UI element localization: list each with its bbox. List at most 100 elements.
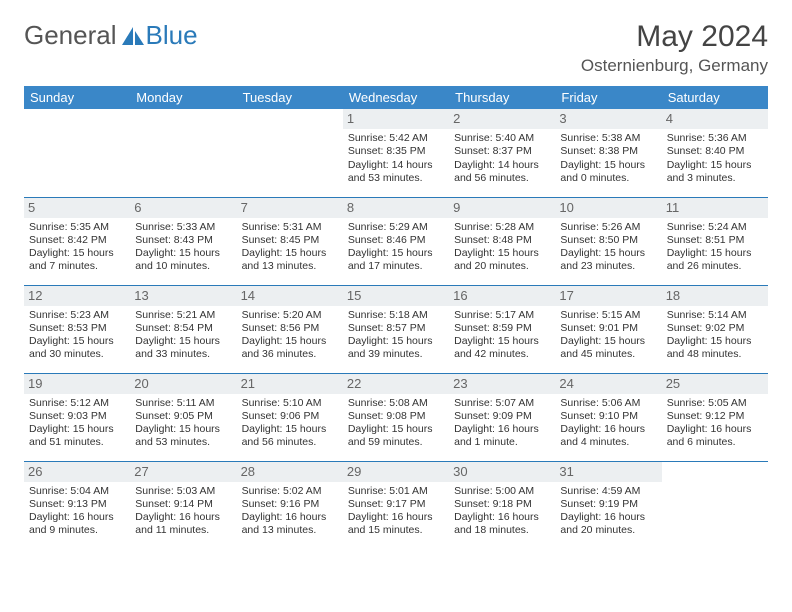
sunset-text: Sunset: 9:18 PM [454, 498, 550, 511]
day-details: Sunrise: 5:14 AMSunset: 9:02 PMDaylight:… [667, 308, 763, 362]
day-details: Sunrise: 5:12 AMSunset: 9:03 PMDaylight:… [29, 396, 125, 450]
calendar-day-cell: 6Sunrise: 5:33 AMSunset: 8:43 PMDaylight… [130, 197, 236, 285]
day-details: Sunrise: 5:04 AMSunset: 9:13 PMDaylight:… [29, 484, 125, 538]
logo-sail-icon [122, 27, 144, 45]
sunset-text: Sunset: 9:10 PM [560, 410, 656, 423]
day-number: 4 [662, 109, 768, 129]
sunrise-text: Sunrise: 5:07 AM [454, 397, 550, 410]
sunset-text: Sunset: 8:57 PM [348, 322, 444, 335]
sunset-text: Sunset: 9:03 PM [29, 410, 125, 423]
day-number: 26 [24, 462, 130, 482]
day-number: 25 [662, 374, 768, 394]
calendar-day-cell: 8Sunrise: 5:29 AMSunset: 8:46 PMDaylight… [343, 197, 449, 285]
day-number: 16 [449, 286, 555, 306]
sunrise-text: Sunrise: 5:21 AM [135, 309, 231, 322]
calendar-day-cell: 3Sunrise: 5:38 AMSunset: 8:38 PMDaylight… [555, 109, 661, 197]
calendar-day-cell: 4Sunrise: 5:36 AMSunset: 8:40 PMDaylight… [662, 109, 768, 197]
sunrise-text: Sunrise: 5:00 AM [454, 485, 550, 498]
sunrise-text: Sunrise: 5:29 AM [348, 221, 444, 234]
calendar-day-cell: 11Sunrise: 5:24 AMSunset: 8:51 PMDayligh… [662, 197, 768, 285]
calendar-day-cell: 2Sunrise: 5:40 AMSunset: 8:37 PMDaylight… [449, 109, 555, 197]
daylight-text: Daylight: 16 hours and 4 minutes. [560, 423, 656, 449]
calendar-day-cell: 31Sunrise: 4:59 AMSunset: 9:19 PMDayligh… [555, 461, 661, 549]
day-number: 1 [343, 109, 449, 129]
day-details: Sunrise: 5:15 AMSunset: 9:01 PMDaylight:… [560, 308, 656, 362]
calendar-week-row: 19Sunrise: 5:12 AMSunset: 9:03 PMDayligh… [24, 373, 768, 461]
sunset-text: Sunset: 9:13 PM [29, 498, 125, 511]
calendar-table: Sunday Monday Tuesday Wednesday Thursday… [24, 86, 768, 549]
day-number: 12 [24, 286, 130, 306]
daylight-text: Daylight: 16 hours and 20 minutes. [560, 511, 656, 537]
daylight-text: Daylight: 15 hours and 7 minutes. [29, 247, 125, 273]
sunrise-text: Sunrise: 5:11 AM [135, 397, 231, 410]
day-number: 14 [237, 286, 343, 306]
calendar-day-cell: 1Sunrise: 5:42 AMSunset: 8:35 PMDaylight… [343, 109, 449, 197]
sunset-text: Sunset: 9:01 PM [560, 322, 656, 335]
daylight-text: Daylight: 16 hours and 13 minutes. [242, 511, 338, 537]
sunrise-text: Sunrise: 5:17 AM [454, 309, 550, 322]
sunset-text: Sunset: 8:35 PM [348, 145, 444, 158]
calendar-day-cell [662, 461, 768, 549]
calendar-day-cell: 21Sunrise: 5:10 AMSunset: 9:06 PMDayligh… [237, 373, 343, 461]
sunrise-text: Sunrise: 5:10 AM [242, 397, 338, 410]
daylight-text: Daylight: 15 hours and 10 minutes. [135, 247, 231, 273]
sunrise-text: Sunrise: 4:59 AM [560, 485, 656, 498]
day-details: Sunrise: 5:38 AMSunset: 8:38 PMDaylight:… [560, 131, 656, 185]
calendar-day-cell: 16Sunrise: 5:17 AMSunset: 8:59 PMDayligh… [449, 285, 555, 373]
sunrise-text: Sunrise: 5:05 AM [667, 397, 763, 410]
sunset-text: Sunset: 8:54 PM [135, 322, 231, 335]
day-details: Sunrise: 5:29 AMSunset: 8:46 PMDaylight:… [348, 220, 444, 274]
day-number: 11 [662, 198, 768, 218]
day-number: 24 [555, 374, 661, 394]
day-details: Sunrise: 5:26 AMSunset: 8:50 PMDaylight:… [560, 220, 656, 274]
daylight-text: Daylight: 15 hours and 3 minutes. [667, 159, 763, 185]
sunset-text: Sunset: 9:02 PM [667, 322, 763, 335]
calendar-day-cell: 19Sunrise: 5:12 AMSunset: 9:03 PMDayligh… [24, 373, 130, 461]
weekday-header: Tuesday [237, 86, 343, 109]
day-details: Sunrise: 5:31 AMSunset: 8:45 PMDaylight:… [242, 220, 338, 274]
day-number: 8 [343, 198, 449, 218]
calendar-day-cell: 20Sunrise: 5:11 AMSunset: 9:05 PMDayligh… [130, 373, 236, 461]
day-details: Sunrise: 5:40 AMSunset: 8:37 PMDaylight:… [454, 131, 550, 185]
day-details: Sunrise: 5:01 AMSunset: 9:17 PMDaylight:… [348, 484, 444, 538]
day-number: 19 [24, 374, 130, 394]
calendar-day-cell: 30Sunrise: 5:00 AMSunset: 9:18 PMDayligh… [449, 461, 555, 549]
daylight-text: Daylight: 15 hours and 30 minutes. [29, 335, 125, 361]
daylight-text: Daylight: 14 hours and 53 minutes. [348, 159, 444, 185]
day-number: 21 [237, 374, 343, 394]
calendar-week-row: 1Sunrise: 5:42 AMSunset: 8:35 PMDaylight… [24, 109, 768, 197]
sunrise-text: Sunrise: 5:02 AM [242, 485, 338, 498]
day-number: 27 [130, 462, 236, 482]
title-block: May 2024 Osternienburg, Germany [581, 20, 768, 76]
calendar-day-cell: 14Sunrise: 5:20 AMSunset: 8:56 PMDayligh… [237, 285, 343, 373]
day-details: Sunrise: 5:42 AMSunset: 8:35 PMDaylight:… [348, 131, 444, 185]
calendar-day-cell [130, 109, 236, 197]
sunset-text: Sunset: 8:46 PM [348, 234, 444, 247]
day-number: 3 [555, 109, 661, 129]
sunrise-text: Sunrise: 5:14 AM [667, 309, 763, 322]
day-number: 6 [130, 198, 236, 218]
day-number: 31 [555, 462, 661, 482]
day-details: Sunrise: 5:10 AMSunset: 9:06 PMDaylight:… [242, 396, 338, 450]
daylight-text: Daylight: 15 hours and 48 minutes. [667, 335, 763, 361]
calendar-day-cell: 18Sunrise: 5:14 AMSunset: 9:02 PMDayligh… [662, 285, 768, 373]
header: General Blue May 2024 Osternienburg, Ger… [24, 20, 768, 76]
sunrise-text: Sunrise: 5:23 AM [29, 309, 125, 322]
sunset-text: Sunset: 9:14 PM [135, 498, 231, 511]
day-details: Sunrise: 5:23 AMSunset: 8:53 PMDaylight:… [29, 308, 125, 362]
daylight-text: Daylight: 16 hours and 15 minutes. [348, 511, 444, 537]
calendar-day-cell: 15Sunrise: 5:18 AMSunset: 8:57 PMDayligh… [343, 285, 449, 373]
daylight-text: Daylight: 15 hours and 0 minutes. [560, 159, 656, 185]
day-number: 28 [237, 462, 343, 482]
sunrise-text: Sunrise: 5:06 AM [560, 397, 656, 410]
daylight-text: Daylight: 15 hours and 36 minutes. [242, 335, 338, 361]
calendar-week-row: 12Sunrise: 5:23 AMSunset: 8:53 PMDayligh… [24, 285, 768, 373]
sunset-text: Sunset: 8:56 PM [242, 322, 338, 335]
logo-text-a: General [24, 20, 117, 51]
sunrise-text: Sunrise: 5:35 AM [29, 221, 125, 234]
daylight-text: Daylight: 16 hours and 6 minutes. [667, 423, 763, 449]
day-details: Sunrise: 5:08 AMSunset: 9:08 PMDaylight:… [348, 396, 444, 450]
day-details: Sunrise: 5:03 AMSunset: 9:14 PMDaylight:… [135, 484, 231, 538]
calendar-day-cell: 25Sunrise: 5:05 AMSunset: 9:12 PMDayligh… [662, 373, 768, 461]
calendar-day-cell: 7Sunrise: 5:31 AMSunset: 8:45 PMDaylight… [237, 197, 343, 285]
